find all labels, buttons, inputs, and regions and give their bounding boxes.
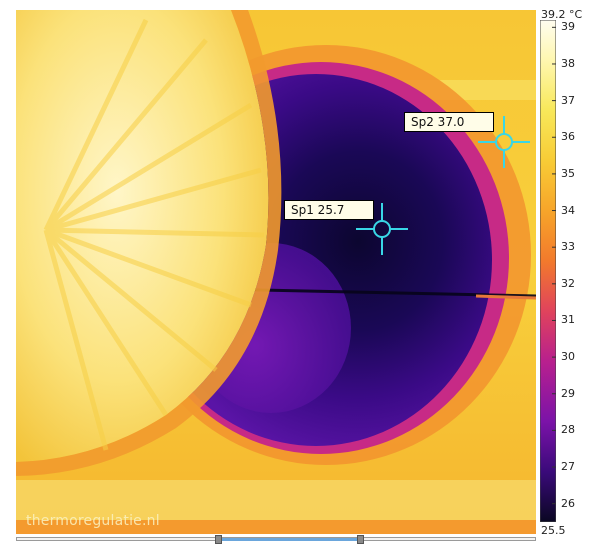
watermark-text: thermoregulatie.nl <box>26 513 160 529</box>
colorbar-tick-label: 28 <box>561 423 575 437</box>
thermal-image-viewer[interactable]: Sp1 25.7 Sp2 37.0 thermoregulatie.nl <box>16 10 536 534</box>
colorbar-tick-label: 36 <box>561 130 575 144</box>
warm-band-bottom <box>16 480 536 520</box>
colorbar-tick-label: 30 <box>561 350 575 364</box>
colorbar-tick-label: 29 <box>561 386 575 400</box>
range-slider-right-handle[interactable] <box>357 535 364 544</box>
fan-disc <box>16 10 282 476</box>
sp2-crosshair-icon[interactable] <box>476 114 532 170</box>
colorbar-tick-label: 39 <box>561 20 575 34</box>
colorbar-ticks <box>552 26 556 505</box>
scale-min-label: 25.5 <box>541 524 566 537</box>
colorbar-tick-label: 32 <box>561 276 575 290</box>
range-slider-left-handle[interactable] <box>215 535 222 544</box>
colorbar-tick-label: 31 <box>561 313 575 327</box>
range-slider[interactable] <box>16 535 536 544</box>
colorbar-tick-label: 37 <box>561 93 575 107</box>
colorbar-tick-label: 38 <box>561 56 575 70</box>
scale-max-label: 39.2 °C <box>541 8 583 21</box>
seam-line-warm <box>475 294 536 300</box>
hot-edge-bottom <box>16 520 536 534</box>
colorbar-tick-label: 34 <box>561 203 575 217</box>
sp1-label[interactable]: Sp1 25.7 <box>284 200 374 220</box>
sp1-crosshair-icon[interactable] <box>354 201 410 257</box>
colorbar-tick-label: 35 <box>561 166 575 180</box>
colorbar-tick-label: 26 <box>561 496 575 510</box>
thermal-image <box>16 10 536 534</box>
temperature-colorbar <box>540 20 556 522</box>
colorbar-tick-label: 33 <box>561 240 575 254</box>
sp2-label[interactable]: Sp2 37.0 <box>404 112 494 132</box>
colorbar-tick-label: 27 <box>561 460 575 474</box>
range-slider-selection[interactable] <box>219 538 360 541</box>
